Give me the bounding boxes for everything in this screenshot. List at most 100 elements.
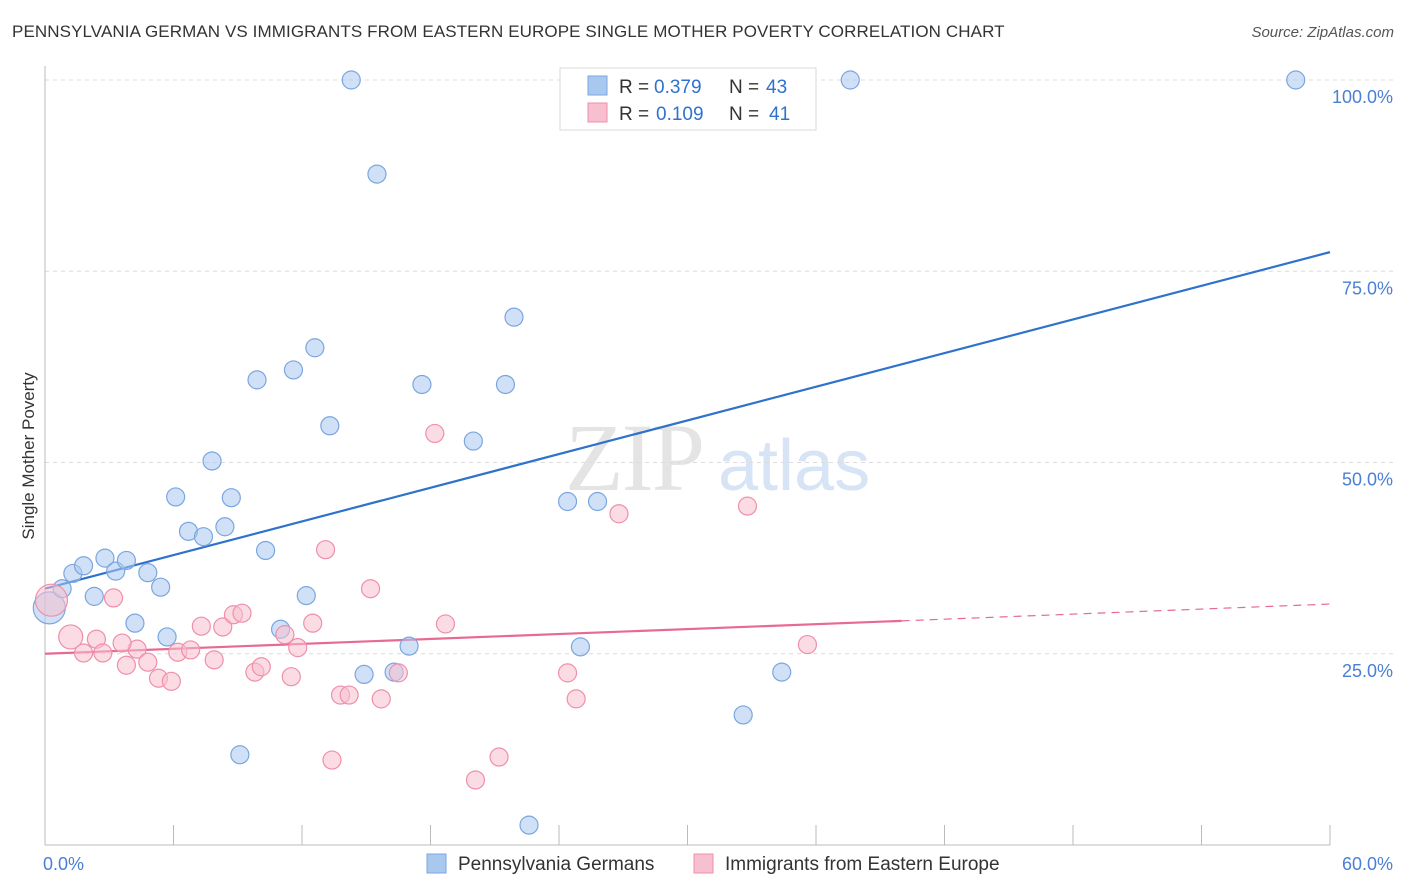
trendline-extension <box>901 603 1331 622</box>
data-point <box>95 548 115 568</box>
data-point <box>125 613 145 633</box>
data-point <box>215 517 235 537</box>
y-axis-title: Single Mother Poverty <box>19 372 38 540</box>
data-point <box>320 416 340 436</box>
legend-r-value: 0.379 <box>654 77 702 98</box>
data-point <box>399 636 419 656</box>
data-point <box>251 657 271 677</box>
legend-r-label: R = <box>619 104 649 125</box>
data-point <box>221 488 241 508</box>
data-point <box>339 685 359 705</box>
data-point <box>166 487 186 507</box>
legend-n-value: 43 <box>766 77 787 98</box>
data-point <box>73 643 94 663</box>
data-point <box>247 370 267 390</box>
x-tick-label: 0.0% <box>43 854 84 874</box>
data-point <box>116 550 136 571</box>
data-point <box>213 617 233 637</box>
legend-swatch-pennsylvania-germans <box>587 75 608 96</box>
data-point <box>157 627 177 647</box>
data-point <box>281 667 301 687</box>
data-point <box>772 662 792 682</box>
data-point <box>73 556 94 576</box>
data-point <box>465 770 486 790</box>
bottom-legend-label-immigrants-eastern-europe: Immigrants from Eastern Europe <box>725 854 1000 875</box>
data-point <box>570 637 591 657</box>
data-point <box>93 643 113 663</box>
data-point <box>151 577 171 597</box>
data-point <box>354 664 374 685</box>
data-point <box>463 431 483 451</box>
bottom-legend-swatch-pennsylvania-germans <box>426 853 447 874</box>
data-point <box>305 338 325 358</box>
data-point <box>733 705 753 725</box>
data-point <box>609 504 629 524</box>
data-point <box>103 588 124 608</box>
data-point <box>341 70 361 90</box>
watermark: ZIP atlas <box>565 404 870 511</box>
legend-n-label: N = <box>729 77 759 98</box>
y-tick-label: 25.0% <box>1342 661 1393 681</box>
data-point <box>161 671 181 691</box>
data-point <box>322 750 342 770</box>
x-tick-label: 60.0% <box>1342 854 1393 874</box>
data-point <box>288 638 308 658</box>
data-point <box>360 579 381 599</box>
legend-r-label: R = <box>619 77 649 98</box>
data-point <box>138 652 158 672</box>
data-point <box>367 164 387 184</box>
tick-labels: 25.0% 50.0% 75.0% 100.0% 0.0% 60.0% <box>43 87 1393 874</box>
y-tick-label: 100.0% <box>1332 87 1393 107</box>
data-point <box>557 491 578 512</box>
data-point <box>181 640 201 660</box>
data-point <box>435 614 456 634</box>
data-point <box>116 655 136 675</box>
legend-n-value: 41 <box>769 104 790 125</box>
axes <box>44 66 1331 846</box>
data-point <box>797 634 818 655</box>
watermark-atlas: atlas <box>718 426 870 506</box>
data-point <box>232 603 252 623</box>
data-point <box>412 374 432 395</box>
data-point <box>202 451 222 471</box>
data-point <box>58 624 84 650</box>
data-point <box>315 540 336 560</box>
chart-title: PENNSYLVANIA GERMAN VS IMMIGRANTS FROM E… <box>12 22 1005 41</box>
data-point <box>230 745 250 765</box>
data-point <box>371 689 391 709</box>
data-point <box>275 625 295 645</box>
data-point <box>737 496 758 516</box>
gridlines <box>45 79 1395 655</box>
y-tick-label: 75.0% <box>1342 278 1393 298</box>
data-point <box>112 633 132 653</box>
data-point <box>191 616 211 636</box>
data-point <box>138 563 158 583</box>
data-point <box>204 650 224 670</box>
data-point <box>519 815 539 835</box>
series-immigrants-eastern-europe <box>34 423 818 790</box>
data-point <box>388 663 408 683</box>
trendline <box>44 251 1331 590</box>
bottom-legend-swatch-immigrants-eastern-europe <box>693 853 714 874</box>
data-point <box>489 747 509 767</box>
bottom-legend-label-pennsylvania-germans: Pennsylvania Germans <box>458 854 654 875</box>
bottom-legend: Pennsylvania Germans Immigrants from Eas… <box>426 853 1000 875</box>
data-point <box>1286 70 1306 90</box>
data-points <box>32 70 1306 835</box>
data-point <box>425 423 445 444</box>
legend-r-value: 0.109 <box>656 104 704 125</box>
data-point <box>193 527 214 547</box>
data-point <box>840 70 860 90</box>
data-point <box>495 374 516 395</box>
data-point <box>34 583 69 617</box>
legend-n-label: N = <box>729 104 759 125</box>
legend-box: R = 0.379 N = 43 R = 0.109 N = 41 <box>559 67 817 131</box>
chart-source: Source: ZipAtlas.com <box>1251 24 1394 41</box>
data-point <box>587 491 608 512</box>
data-point <box>255 540 276 561</box>
data-point <box>84 586 104 606</box>
data-point <box>557 663 578 683</box>
data-point <box>296 586 316 606</box>
legend-swatch-immigrants-eastern-europe <box>587 102 608 123</box>
